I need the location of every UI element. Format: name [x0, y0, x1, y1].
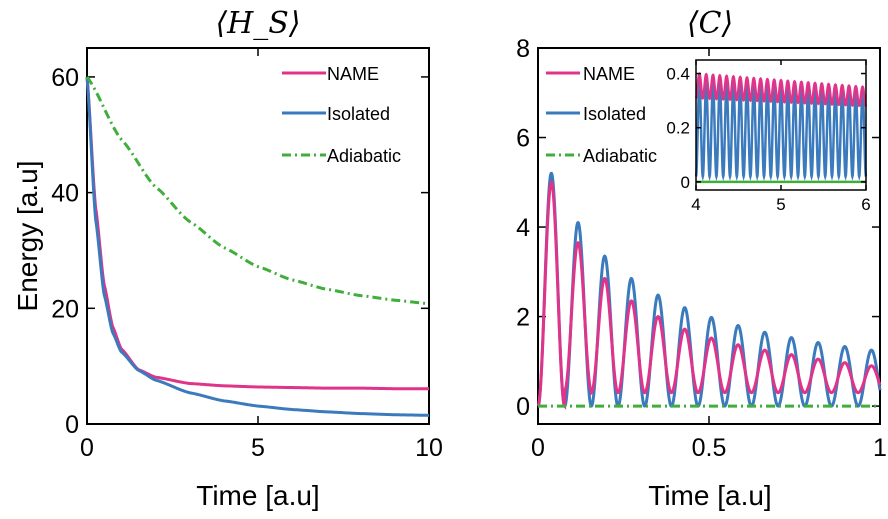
- left-ytick-label: 0: [65, 411, 79, 439]
- left-legend-label-name: NAME: [327, 64, 379, 84]
- left-legend: NAME Isolated Adiabatic: [282, 64, 401, 166]
- inset-curves: [694, 72, 868, 184]
- right-legend: NAME Isolated Adiabatic: [546, 64, 657, 166]
- right-xtick-label: 1: [873, 434, 887, 462]
- inset-xtick-label: 6: [861, 195, 870, 214]
- right-curves: [536, 171, 882, 410]
- inset-ticks: 4 5 6 0 0.2 0.4: [666, 60, 871, 214]
- inset-plot: 4 5 6 0 0.2 0.4: [666, 59, 871, 214]
- left-series-adiabatic: [85, 75, 430, 306]
- right-panel: ⟨C⟩ 0 0.5 1 0 2 4 6 8 Time [a.u] NAME Isolated …: [516, 6, 887, 511]
- right-ytick-label: 0: [516, 393, 530, 421]
- inset-ytick-label: 0: [681, 173, 690, 192]
- right-ticks: 0 0.5 1 0 2 4 6 8: [516, 35, 887, 462]
- left-curves: [85, 75, 430, 417]
- left-xtick-label: 10: [415, 434, 443, 462]
- left-ylabel: Energy [a.u]: [12, 161, 43, 312]
- right-xlabel: Time [a.u]: [648, 480, 771, 511]
- left-legend-label-adiabatic: Adiabatic: [327, 146, 401, 166]
- inset-ytick-label: 0.4: [666, 65, 690, 84]
- inset-xtick-label: 5: [776, 195, 785, 214]
- inset-xtick-label: 4: [691, 195, 700, 214]
- left-xtick-label: 0: [80, 434, 94, 462]
- left-xlabel: Time [a.u]: [196, 480, 319, 511]
- left-ticks: 0 5 10 0 20 40 60: [51, 48, 443, 462]
- right-ytick-label: 8: [516, 35, 530, 63]
- right-xtick-label: 0.5: [692, 434, 727, 462]
- inset-series-name: [695, 72, 867, 108]
- right-legend-label-isolated: Isolated: [583, 104, 646, 124]
- left-series-name: [85, 76, 429, 391]
- inset-series-isolated: [694, 79, 868, 182]
- right-legend-label-adiabatic: Adiabatic: [583, 146, 657, 166]
- right-title: ⟨C⟩: [687, 6, 733, 41]
- left-ytick-label: 40: [51, 180, 79, 208]
- left-series-isolated: [85, 76, 430, 417]
- left-panel: ⟨H_S⟩ 0 5 10 0 20 40 60 Time [a.u] Energy [a.u…: [12, 6, 443, 511]
- left-legend-label-isolated: Isolated: [327, 104, 390, 124]
- left-title: ⟨H_S⟩: [215, 6, 300, 41]
- right-series-name: [536, 180, 882, 410]
- right-ytick-label: 4: [516, 214, 530, 242]
- inset-ytick-label: 0.2: [666, 119, 690, 138]
- right-legend-label-name: NAME: [583, 64, 635, 84]
- right-ytick-label: 2: [516, 304, 530, 332]
- left-ytick-label: 60: [51, 64, 79, 92]
- left-xtick-label: 5: [251, 434, 265, 462]
- right-ytick-label: 6: [516, 125, 530, 153]
- right-xtick-label: 0: [531, 434, 545, 462]
- left-ytick-label: 20: [51, 295, 79, 323]
